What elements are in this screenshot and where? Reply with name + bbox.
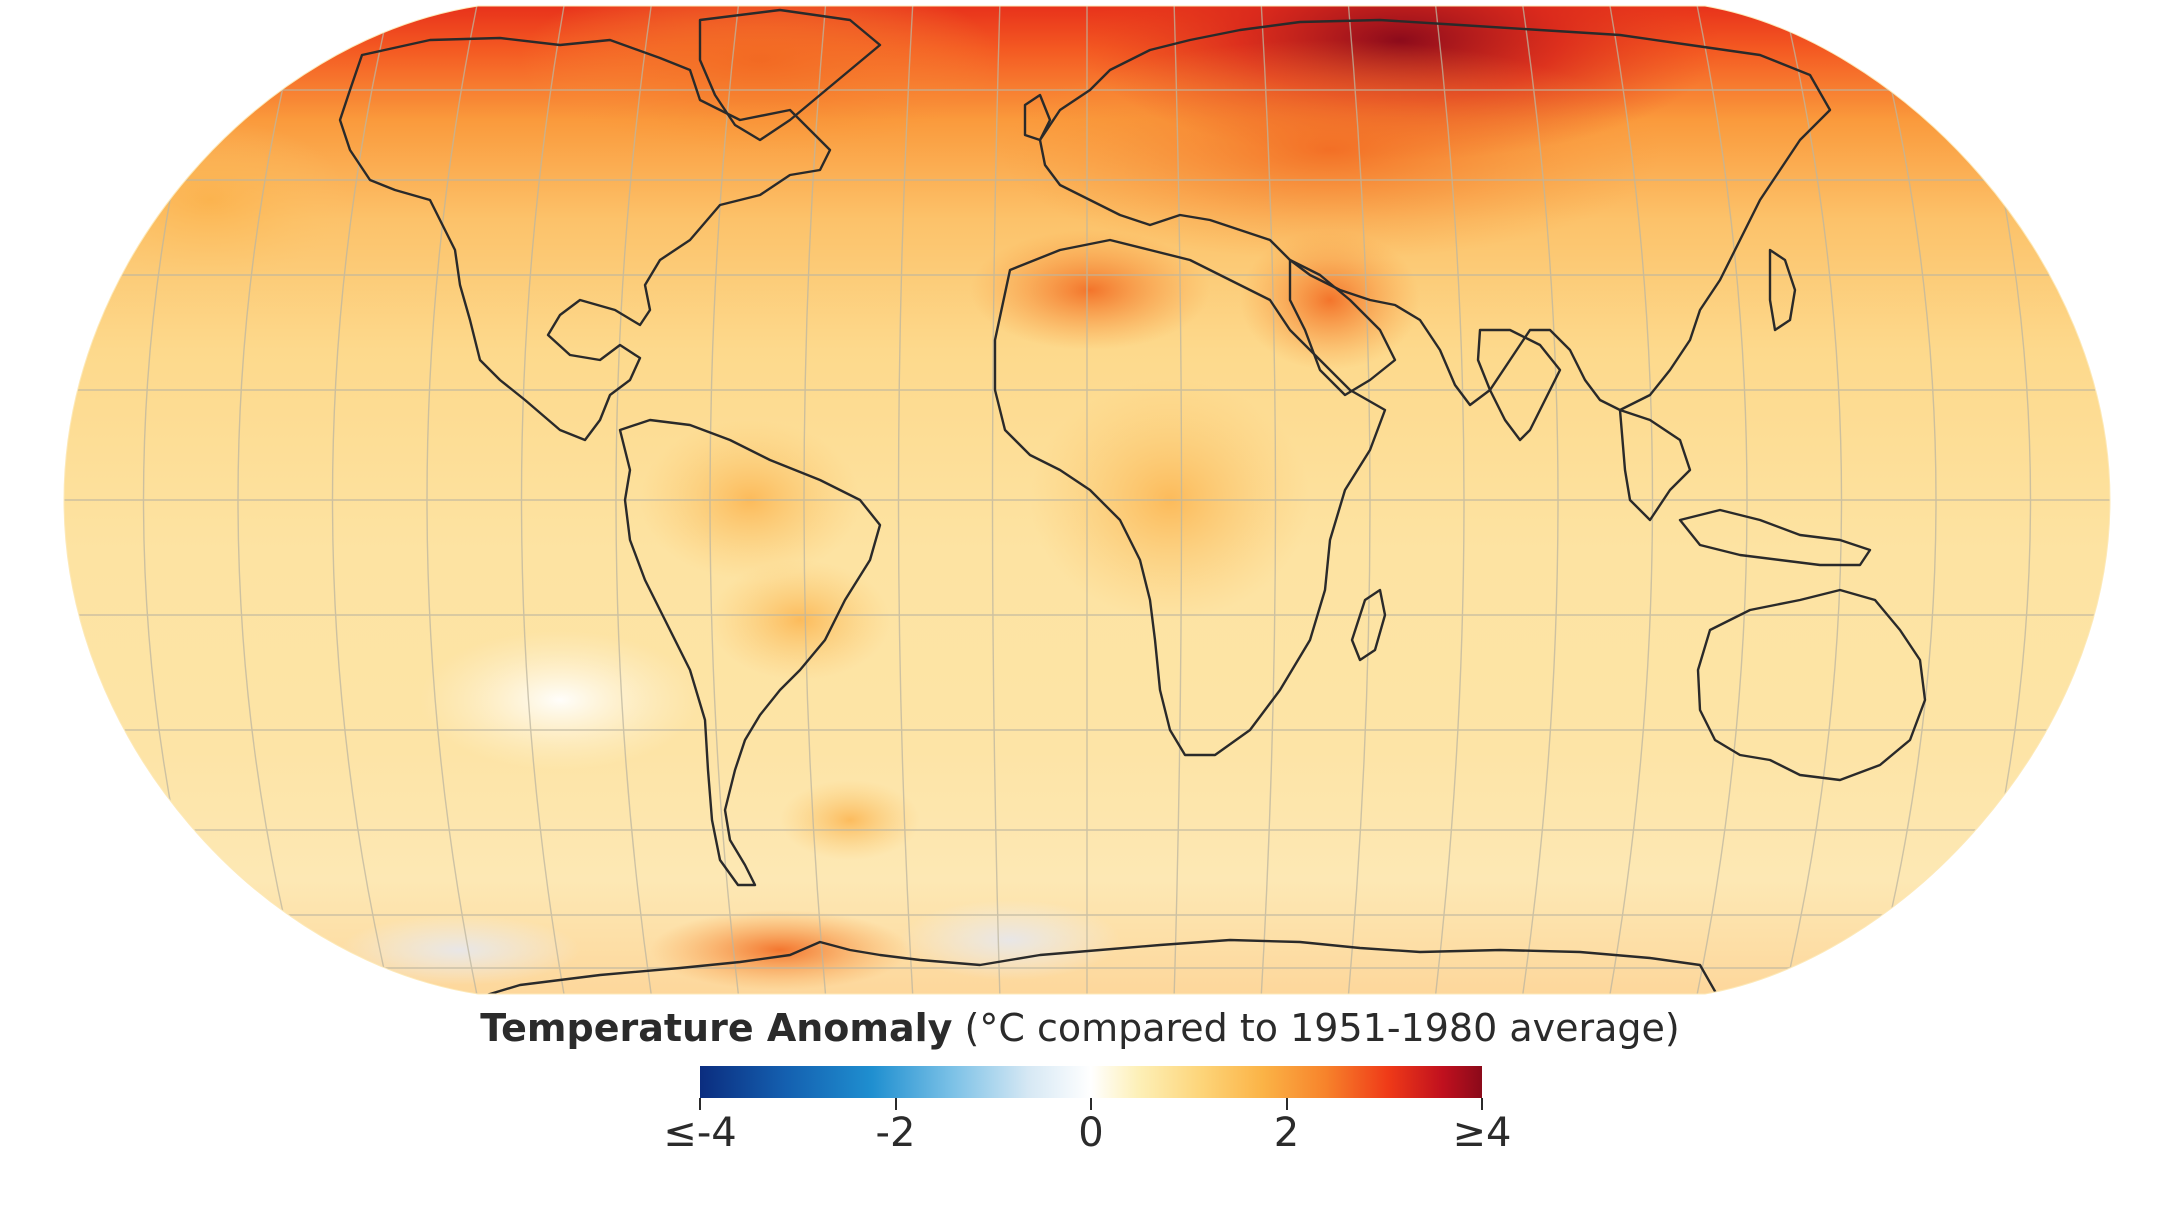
madagascar-coastline bbox=[1350, 588, 1387, 662]
indonesia-coastline bbox=[1678, 508, 1872, 567]
anomaly-patch-brazil bbox=[710, 560, 890, 680]
legend-tick-mark bbox=[1285, 1098, 1288, 1110]
legend-title-bold: Temperature Anomaly bbox=[480, 1006, 953, 1050]
graticule bbox=[64, 6, 2110, 994]
anomaly-patch-south-pacific bbox=[420, 630, 700, 770]
temperature-anomaly-map bbox=[63, 5, 2111, 995]
anomaly-patch-east-pacific bbox=[70, 120, 350, 280]
southeast-asia-coastline bbox=[1618, 408, 1692, 522]
anomaly-patch-pacific-cold bbox=[340, 915, 580, 985]
legend-title-subtitle: (°C compared to 1951-1980 average) bbox=[952, 1006, 1680, 1050]
anomaly-patch-middle-east bbox=[1240, 230, 1420, 370]
legend-tick-label: ≤-4 bbox=[663, 1110, 737, 1156]
globe-edge bbox=[63, 5, 2111, 995]
north-america-coastline bbox=[338, 36, 832, 442]
anomaly-patch-south-atlantic bbox=[780, 780, 920, 860]
legend-title: Temperature Anomaly (°C compared to 1951… bbox=[0, 1006, 2160, 1050]
anomaly-patch-sahara bbox=[970, 230, 1210, 350]
antarctica-coastline bbox=[469, 938, 1722, 994]
legend-tick-mark bbox=[699, 1098, 701, 1110]
australia-coastline bbox=[1696, 588, 1927, 782]
anomaly-patch-weddell bbox=[900, 900, 1120, 980]
legend-tick-label: 0 bbox=[1078, 1110, 1104, 1156]
legend-tick-mark bbox=[894, 1098, 897, 1110]
coastlines bbox=[338, 8, 2037, 994]
uk-coastline bbox=[1023, 93, 1052, 142]
new-zealand-coastline bbox=[1998, 788, 2037, 852]
legend-tick-mark bbox=[1481, 1098, 1483, 1110]
legend-tick-mark bbox=[1090, 1098, 1092, 1110]
japan-coastline bbox=[1768, 248, 1797, 332]
legend-tick-label: ≥4 bbox=[1452, 1110, 1512, 1156]
anomaly-patch-arctic-canada bbox=[520, 6, 1000, 150]
south-america-coastline bbox=[618, 418, 882, 887]
india-coastline bbox=[1476, 328, 1562, 442]
globe bbox=[64, 6, 2110, 994]
legend-tick-label: -2 bbox=[875, 1110, 916, 1156]
arabia-coastline bbox=[1288, 258, 1397, 397]
anomaly-patch-antarctic-peninsula bbox=[650, 910, 910, 990]
africa-coastline bbox=[993, 238, 1387, 757]
legend-tick-label: 2 bbox=[1273, 1110, 1300, 1156]
greenland-coastline bbox=[698, 8, 882, 142]
anomaly-patch-russia bbox=[1000, 40, 1660, 260]
eurasia-coastline bbox=[1038, 18, 1832, 412]
legend-colorbar bbox=[700, 1066, 1482, 1098]
